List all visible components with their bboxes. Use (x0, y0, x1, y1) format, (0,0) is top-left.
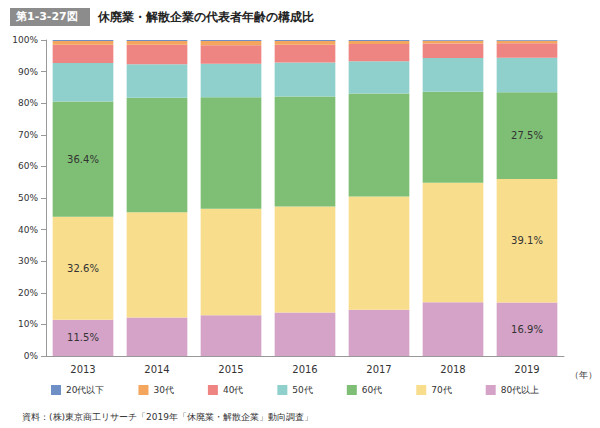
svg-text:11.5%: 11.5% (67, 332, 99, 343)
svg-text:2015: 2015 (218, 364, 243, 375)
svg-text:16.9%: 16.9% (511, 324, 543, 335)
svg-text:40代: 40代 (223, 385, 243, 395)
svg-text:90%: 90% (18, 67, 38, 77)
svg-text:39.1%: 39.1% (511, 235, 543, 246)
svg-text:80代以上: 80代以上 (501, 385, 539, 395)
svg-text:第1-3-27図: 第1-3-27図 (15, 10, 78, 23)
svg-text:30%: 30% (18, 256, 38, 266)
svg-text:27.5%: 27.5% (511, 130, 543, 141)
svg-text:30代: 30代 (153, 385, 173, 395)
svg-text:40%: 40% (18, 225, 38, 235)
svg-text:2014: 2014 (144, 364, 169, 375)
svg-text:休廃業・解散企業の代表者年齢の構成比: 休廃業・解散企業の代表者年齢の構成比 (97, 10, 314, 24)
svg-text:20%: 20% (18, 288, 38, 298)
svg-text:（年）: （年） (570, 370, 597, 380)
svg-text:2019: 2019 (514, 364, 539, 375)
svg-text:36.4%: 36.4% (67, 154, 99, 165)
svg-text:50代: 50代 (292, 385, 312, 395)
svg-text:2018: 2018 (440, 364, 465, 375)
svg-text:100%: 100% (12, 35, 38, 45)
svg-text:0%: 0% (24, 351, 39, 361)
svg-text:2013: 2013 (70, 364, 95, 375)
svg-text:70代: 70代 (431, 385, 451, 395)
svg-text:20代以下: 20代以下 (66, 385, 104, 395)
svg-text:2016: 2016 (292, 364, 317, 375)
svg-text:80%: 80% (18, 98, 38, 108)
svg-text:2017: 2017 (366, 364, 391, 375)
svg-text:50%: 50% (18, 193, 38, 203)
svg-text:60代: 60代 (362, 385, 382, 395)
svg-text:32.6%: 32.6% (67, 263, 99, 274)
svg-text:資料：(株)東京商工リサーチ「2019年「休廃業・解散企業」: 資料：(株)東京商工リサーチ「2019年「休廃業・解散企業」動向調査」 (22, 412, 313, 422)
svg-text:60%: 60% (18, 161, 38, 171)
svg-text:10%: 10% (18, 319, 38, 329)
svg-text:70%: 70% (18, 130, 38, 140)
